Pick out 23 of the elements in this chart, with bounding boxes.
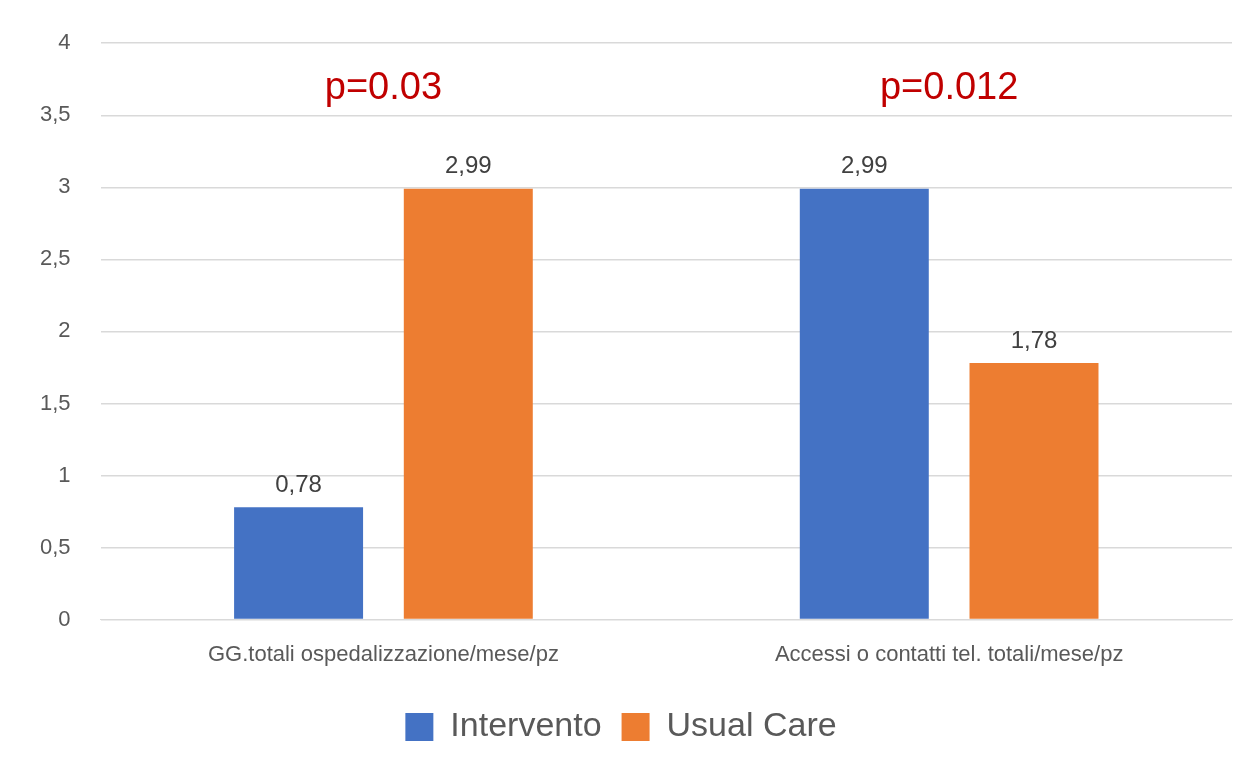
x-tick-label: Accessi o contatti tel. totali/mese/pz [774,640,1124,666]
y-tick-label: 2 [58,317,71,343]
y-tick-label: 3,5 [39,101,71,127]
legend-label: Usual Care [666,705,837,744]
data-label: 2,99 [444,151,492,179]
data-label: 2,99 [840,151,888,179]
data-label: 1,78 [1010,325,1058,353]
legend-label: Intervento [450,705,602,744]
bar [799,188,929,619]
x-tick-label: GG.totali ospedalizzazione/mese/pz [207,640,559,666]
bar [234,507,364,619]
y-tick-label: 4 [58,29,71,55]
y-tick-label: 0 [58,605,71,631]
y-tick-label: 2,5 [39,245,71,271]
y-tick-label: 1 [58,461,71,487]
bar [403,188,533,619]
data-label: 0,78 [275,469,322,497]
y-tick-label: 0,5 [39,533,71,559]
annotation: p=0.03 [324,64,443,107]
y-tick-label: 3 [58,173,71,199]
annotation: p=0.012 [879,64,1019,107]
y-tick-label: 1,5 [39,389,71,415]
bar [969,363,1099,619]
